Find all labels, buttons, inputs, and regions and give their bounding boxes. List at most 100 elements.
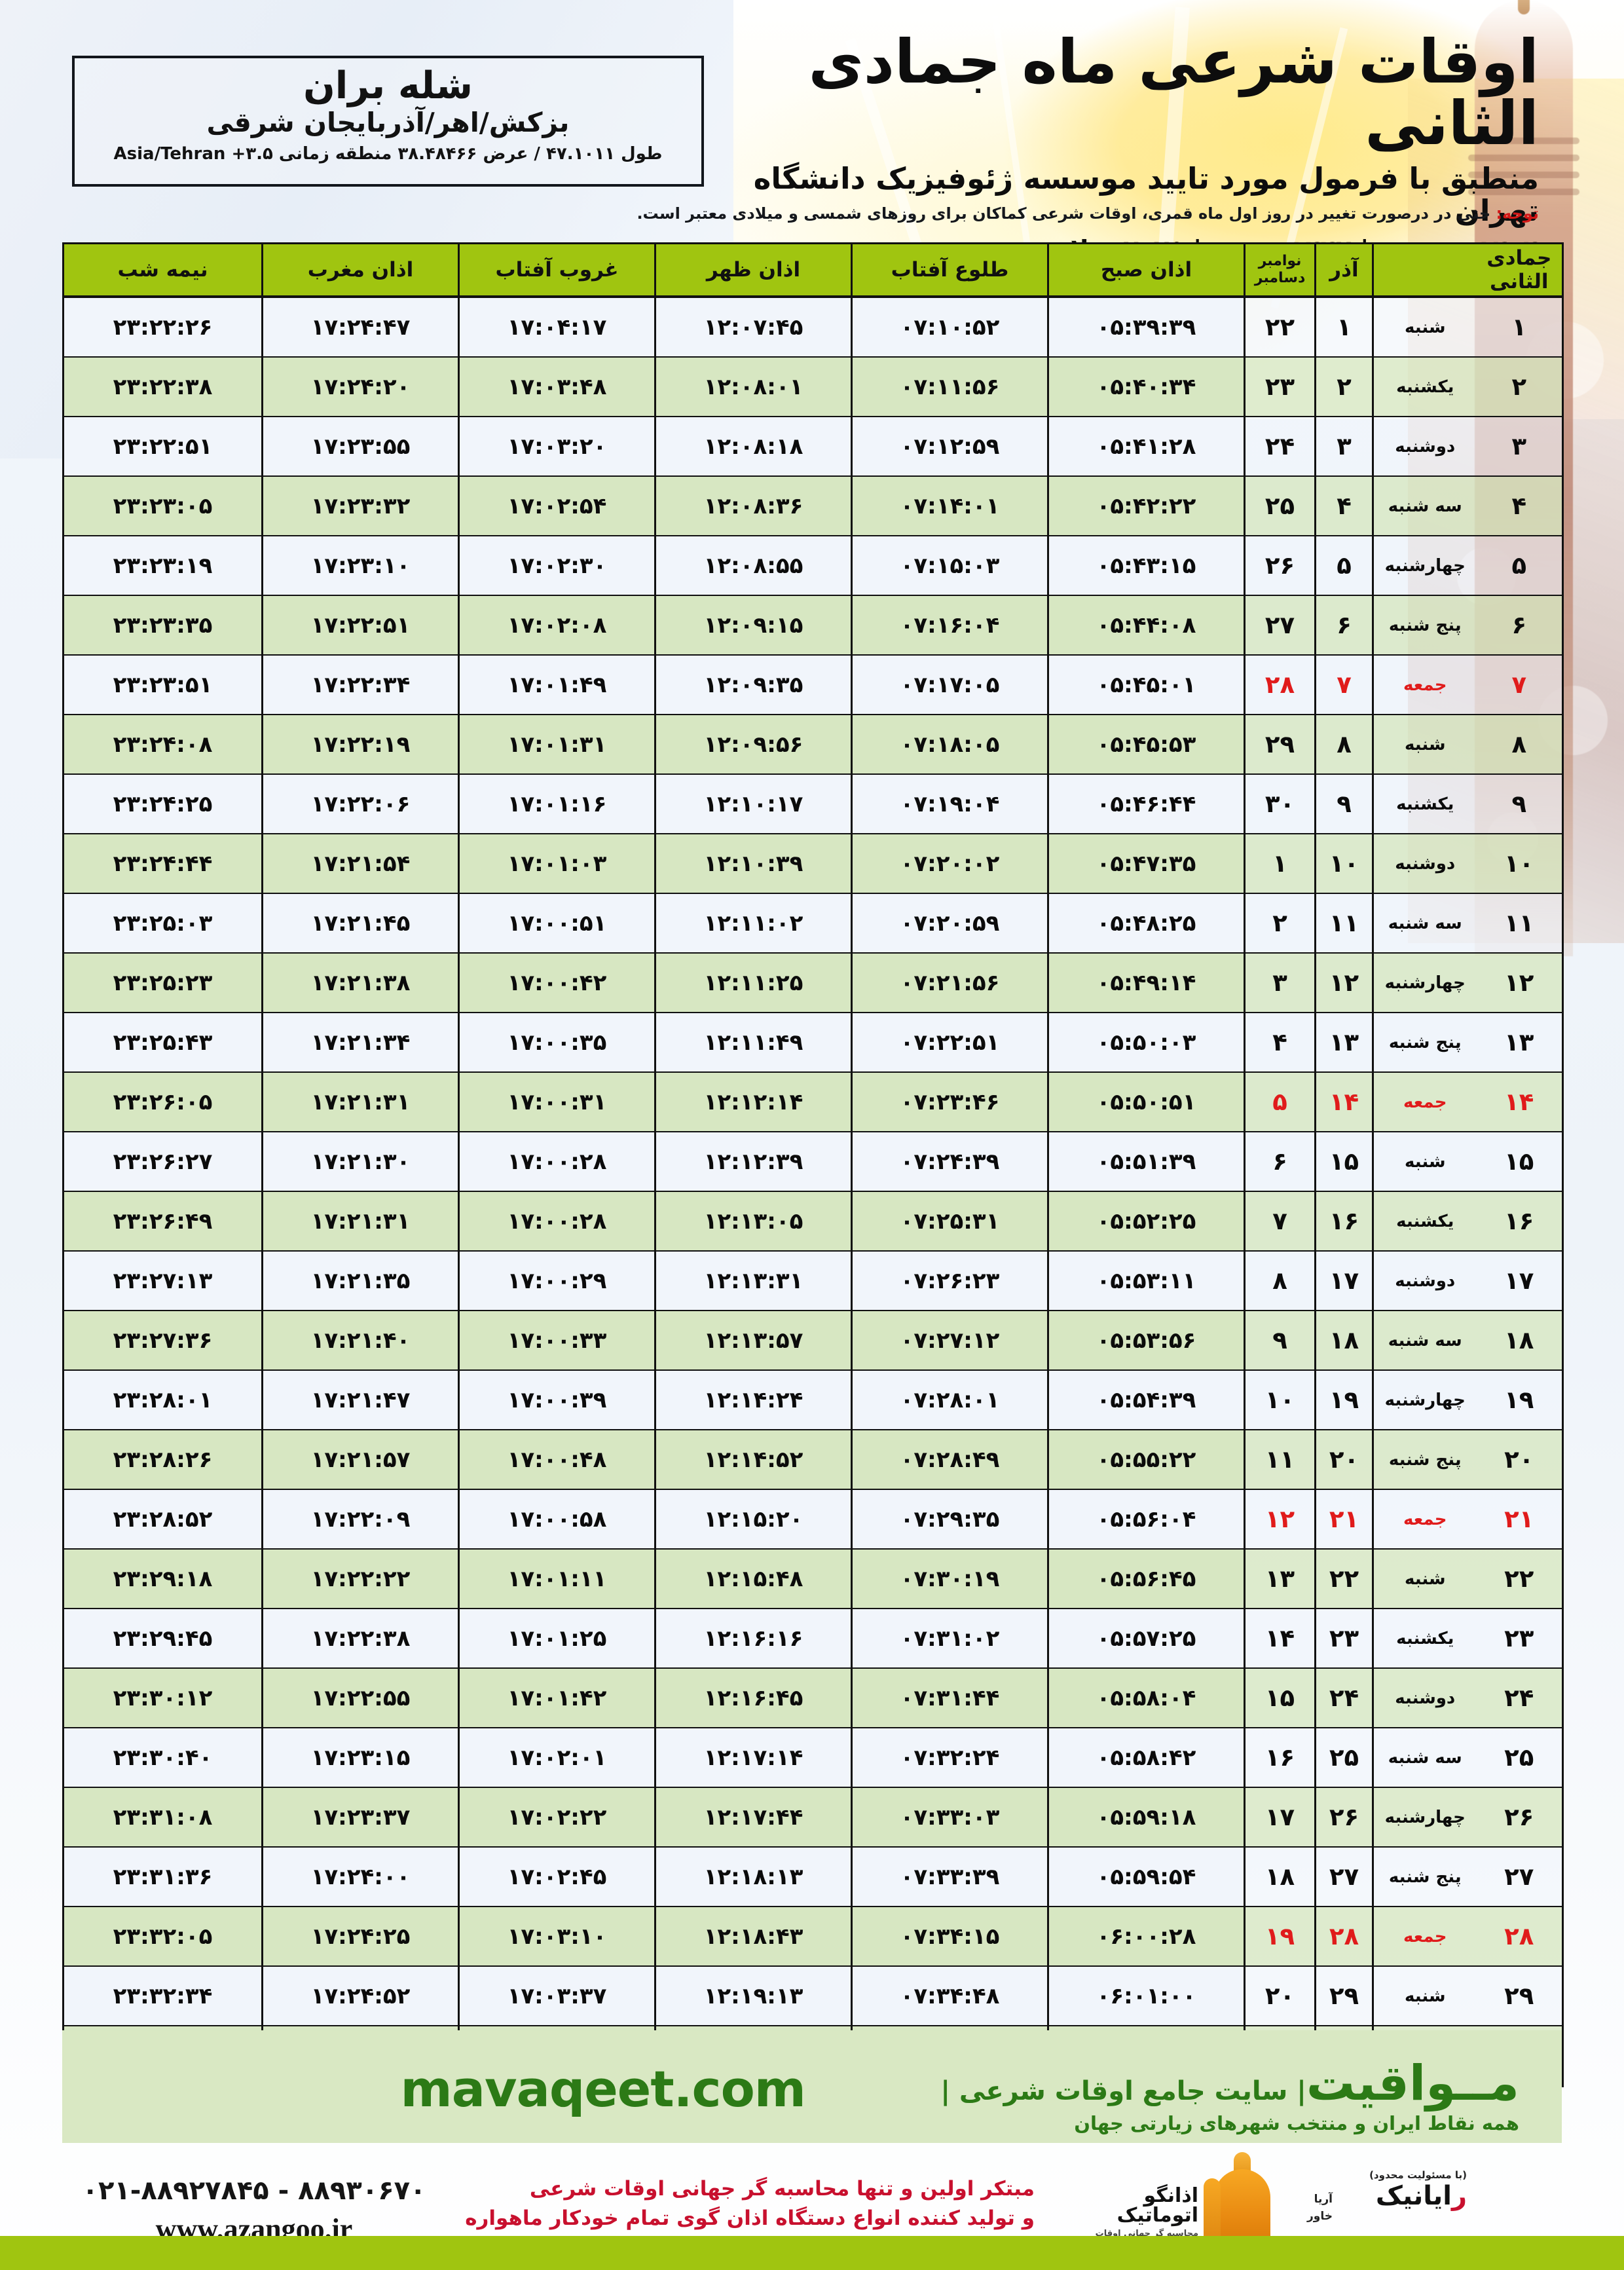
cell-maghrib-time: ۱۷:۲۱:۳۱ [261,1191,459,1252]
cell-solar-day: ۱۲ [1314,953,1373,1013]
cell-dhuhr-time: ۱۲:۱۷:۴۴ [654,1787,852,1848]
cell-dhuhr-time: ۱۲:۰۸:۵۵ [654,536,852,596]
cell-weekday: چهارشنبه [1372,536,1477,596]
cell-hijri-day: ۴ [1476,476,1563,536]
cell-maghrib-time: ۱۷:۲۳:۱۵ [261,1728,459,1788]
cell-weekday: سه شنبه [1372,893,1477,954]
cell-midnight-time: ۲۳:۲۲:۵۱ [62,417,263,477]
table-row: ۲ یکشنبه ۲ ۲۳ ۰۵:۴۰:۳۴ ۰۷:۱۱:۵۶ ۱۲:۰۸:۰۱ ۱۷:۰۳:… [62,357,1563,417]
cell-solar-day: ۱۳ [1314,1013,1373,1073]
cell-sunset-time: ۱۷:۰۰:۴۸ [458,1430,655,1490]
cell-fajr-time: ۰۵:۵۶:۰۴ [1047,1489,1245,1550]
cell-sunset-time: ۱۷:۰۰:۳۳ [458,1311,655,1371]
cell-dhuhr-time: ۱۲:۱۷:۱۴ [654,1728,852,1788]
cell-fajr-time: ۰۵:۴۶:۴۴ [1047,774,1245,834]
cell-dhuhr-time: ۱۲:۱۰:۳۹ [654,834,852,894]
cell-fajr-time: ۰۵:۴۷:۳۵ [1047,834,1245,894]
cell-midnight-time: ۲۳:۲۶:۲۷ [62,1132,263,1192]
cell-hijri-day: ۲۰ [1476,1430,1563,1490]
cell-fajr-time: ۰۶:۰۱:۰۰ [1047,1966,1245,2026]
cell-gregorian-day: ۹ [1244,1311,1316,1371]
table-row: ۲۱ جمعه ۲۱ ۱۲ ۰۵:۵۶:۰۴ ۰۷:۲۹:۳۵ ۱۲:۱۵:۲۰ ۱۷:۰۰:… [62,1489,1563,1550]
cell-fajr-time: ۰۵:۴۵:۵۳ [1047,715,1245,775]
cell-midnight-time: ۲۳:۲۹:۴۵ [62,1609,263,1669]
cell-maghrib-time: ۱۷:۲۴:۵۲ [261,1966,459,2026]
cell-sunset-time: ۱۷:۰۲:۵۴ [458,476,655,536]
cell-maghrib-time: ۱۷:۲۱:۳۵ [261,1251,459,1311]
cell-solar-day: ۵ [1314,536,1373,596]
table-row: ۲۹ شنبه ۲۹ ۲۰ ۰۶:۰۱:۰۰ ۰۷:۳۴:۴۸ ۱۲:۱۹:۱۳ ۱۷:۰۳:… [62,1966,1563,2026]
cell-weekday: یکشنبه [1372,774,1477,834]
cell-weekday: شنبه [1372,715,1477,775]
cell-dhuhr-time: ۱۲:۰۸:۱۸ [654,417,852,477]
cell-hijri-day: ۱ [1476,297,1563,358]
cell-weekday: یکشنبه [1372,357,1477,417]
cell-midnight-time: ۲۳:۳۱:۳۶ [62,1847,263,1907]
cell-gregorian-day: ۱۶ [1244,1728,1316,1788]
cell-sunset-time: ۱۷:۰۲:۰۸ [458,595,655,656]
cell-dhuhr-time: ۱۲:۱۴:۵۲ [654,1430,852,1490]
cell-gregorian-day: ۱۱ [1244,1430,1316,1490]
note-text: حتی در درصورت تغییر در روز اول ماه قمری،… [637,204,1491,223]
cell-gregorian-day: ۱۲ [1244,1489,1316,1550]
cell-sunrise-time: ۰۷:۱۲:۵۹ [851,417,1048,477]
rayanik-logo-rest: ایانیک [1375,2181,1452,2211]
cell-maghrib-time: ۱۷:۲۲:۱۹ [261,715,459,775]
col-header-hijri: جمادی الثانی [1476,243,1563,298]
cell-maghrib-time: ۱۷:۲۴:۰۰ [261,1847,459,1907]
gregorian-month-top: نوامبر [1258,253,1302,270]
table-row: ۲۴ دوشنبه ۲۴ ۱۵ ۰۵:۵۸:۰۴ ۰۷:۳۱:۴۴ ۱۲:۱۶:۴۵ ۱۷:۰… [62,1668,1563,1728]
cell-sunrise-time: ۰۷:۲۴:۳۹ [851,1132,1048,1192]
cell-hijri-day: ۱۶ [1476,1191,1563,1252]
cell-solar-day: ۶ [1314,595,1373,656]
cell-midnight-time: ۲۳:۲۶:۴۹ [62,1191,263,1252]
gregorian-month-bottom: دسامبر [1254,270,1306,286]
cell-gregorian-day: ۲۰ [1244,1966,1316,2026]
cell-sunset-time: ۱۷:۰۰:۴۲ [458,953,655,1013]
cell-weekday: جمعه [1372,1489,1477,1550]
cell-dhuhr-time: ۱۲:۰۷:۴۵ [654,297,852,358]
table-header-row: جمادی الثانی آذر نوامبر دسامبر اذان صبح … [62,243,1563,298]
cell-weekday: دوشنبه [1372,834,1477,894]
cell-hijri-day: ۲۵ [1476,1728,1563,1788]
cell-gregorian-day: ۲۷ [1244,595,1316,656]
cell-hijri-day: ۲۳ [1476,1609,1563,1669]
cell-gregorian-day: ۸ [1244,1251,1316,1311]
cell-gregorian-day: ۱۷ [1244,1787,1316,1848]
table-row: ۱۵ شنبه ۱۵ ۶ ۰۵:۵۱:۳۹ ۰۷:۲۴:۳۹ ۱۲:۱۲:۳۹ ۱۷:۰۰:۲… [62,1132,1563,1192]
footer-brand-persian: مــواقیت| سایت جامع اوقات شرعی | [940,2055,1519,2112]
table-row: ۳ دوشنبه ۳ ۲۴ ۰۵:۴۱:۲۸ ۰۷:۱۲:۵۹ ۱۲:۰۸:۱۸ ۱۷:۰۳:… [62,417,1563,477]
cell-fajr-time: ۰۵:۴۱:۲۸ [1047,417,1245,477]
cell-sunset-time: ۱۷:۰۰:۳۱ [458,1072,655,1132]
cell-midnight-time: ۲۳:۲۵:۰۳ [62,893,263,954]
cell-sunrise-time: ۰۷:۲۹:۳۵ [851,1489,1048,1550]
footer-brand-tagline: همه نقاط ایران و منتخب شهرهای زیارتی جها… [1074,2112,1519,2134]
cell-maghrib-time: ۱۷:۲۱:۴۷ [261,1370,459,1430]
cell-sunset-time: ۱۷:۰۳:۴۸ [458,357,655,417]
cell-sunrise-time: ۰۷:۲۰:۰۲ [851,834,1048,894]
cell-fajr-time: ۰۵:۵۷:۲۵ [1047,1609,1245,1669]
cell-weekday: سه شنبه [1372,1728,1477,1788]
cell-sunrise-time: ۰۷:۳۱:۰۲ [851,1609,1048,1669]
bottom-green-bar [0,2236,1624,2270]
cell-sunrise-time: ۰۷:۲۵:۳۱ [851,1191,1048,1252]
rayanik-logo[interactable]: (با مسئولیت محدود) رایانیک آریا خاور [1303,2169,1467,2254]
cell-maghrib-time: ۱۷:۲۲:۰۹ [261,1489,459,1550]
cell-dhuhr-time: ۱۲:۱۵:۲۰ [654,1489,852,1550]
footer-brand-domain[interactable]: mavaqeet.com [400,2060,806,2118]
cell-weekday: شنبه [1372,1966,1477,2026]
cell-fajr-time: ۰۵:۵۸:۰۴ [1047,1668,1245,1728]
cell-sunset-time: ۱۷:۰۱:۴۲ [458,1668,655,1728]
col-header-solar-month: آذر [1314,243,1373,298]
cell-fajr-time: ۰۵:۴۰:۳۴ [1047,357,1245,417]
table-row: ۱۹ چهارشنبه ۱۹ ۱۰ ۰۵:۵۴:۳۹ ۰۷:۲۸:۰۱ ۱۲:۱۴:۲۴ ۱۷… [62,1370,1563,1430]
rayanik-side-1: آریا [1314,2193,1333,2206]
col-header-midnight: نیمه شب [62,243,263,298]
cell-gregorian-day: ۲۸ [1244,655,1316,715]
cell-gregorian-day: ۱۴ [1244,1609,1316,1669]
cell-gregorian-day: ۲۴ [1244,417,1316,477]
cell-fajr-time: ۰۵:۵۵:۲۲ [1047,1430,1245,1490]
cell-solar-day: ۱۷ [1314,1251,1373,1311]
cell-sunrise-time: ۰۷:۳۴:۱۵ [851,1907,1048,1967]
table-row: ۲۶ چهارشنبه ۲۶ ۱۷ ۰۵:۵۹:۱۸ ۰۷:۳۳:۰۳ ۱۲:۱۷:۴۴ ۱۷… [62,1787,1563,1848]
